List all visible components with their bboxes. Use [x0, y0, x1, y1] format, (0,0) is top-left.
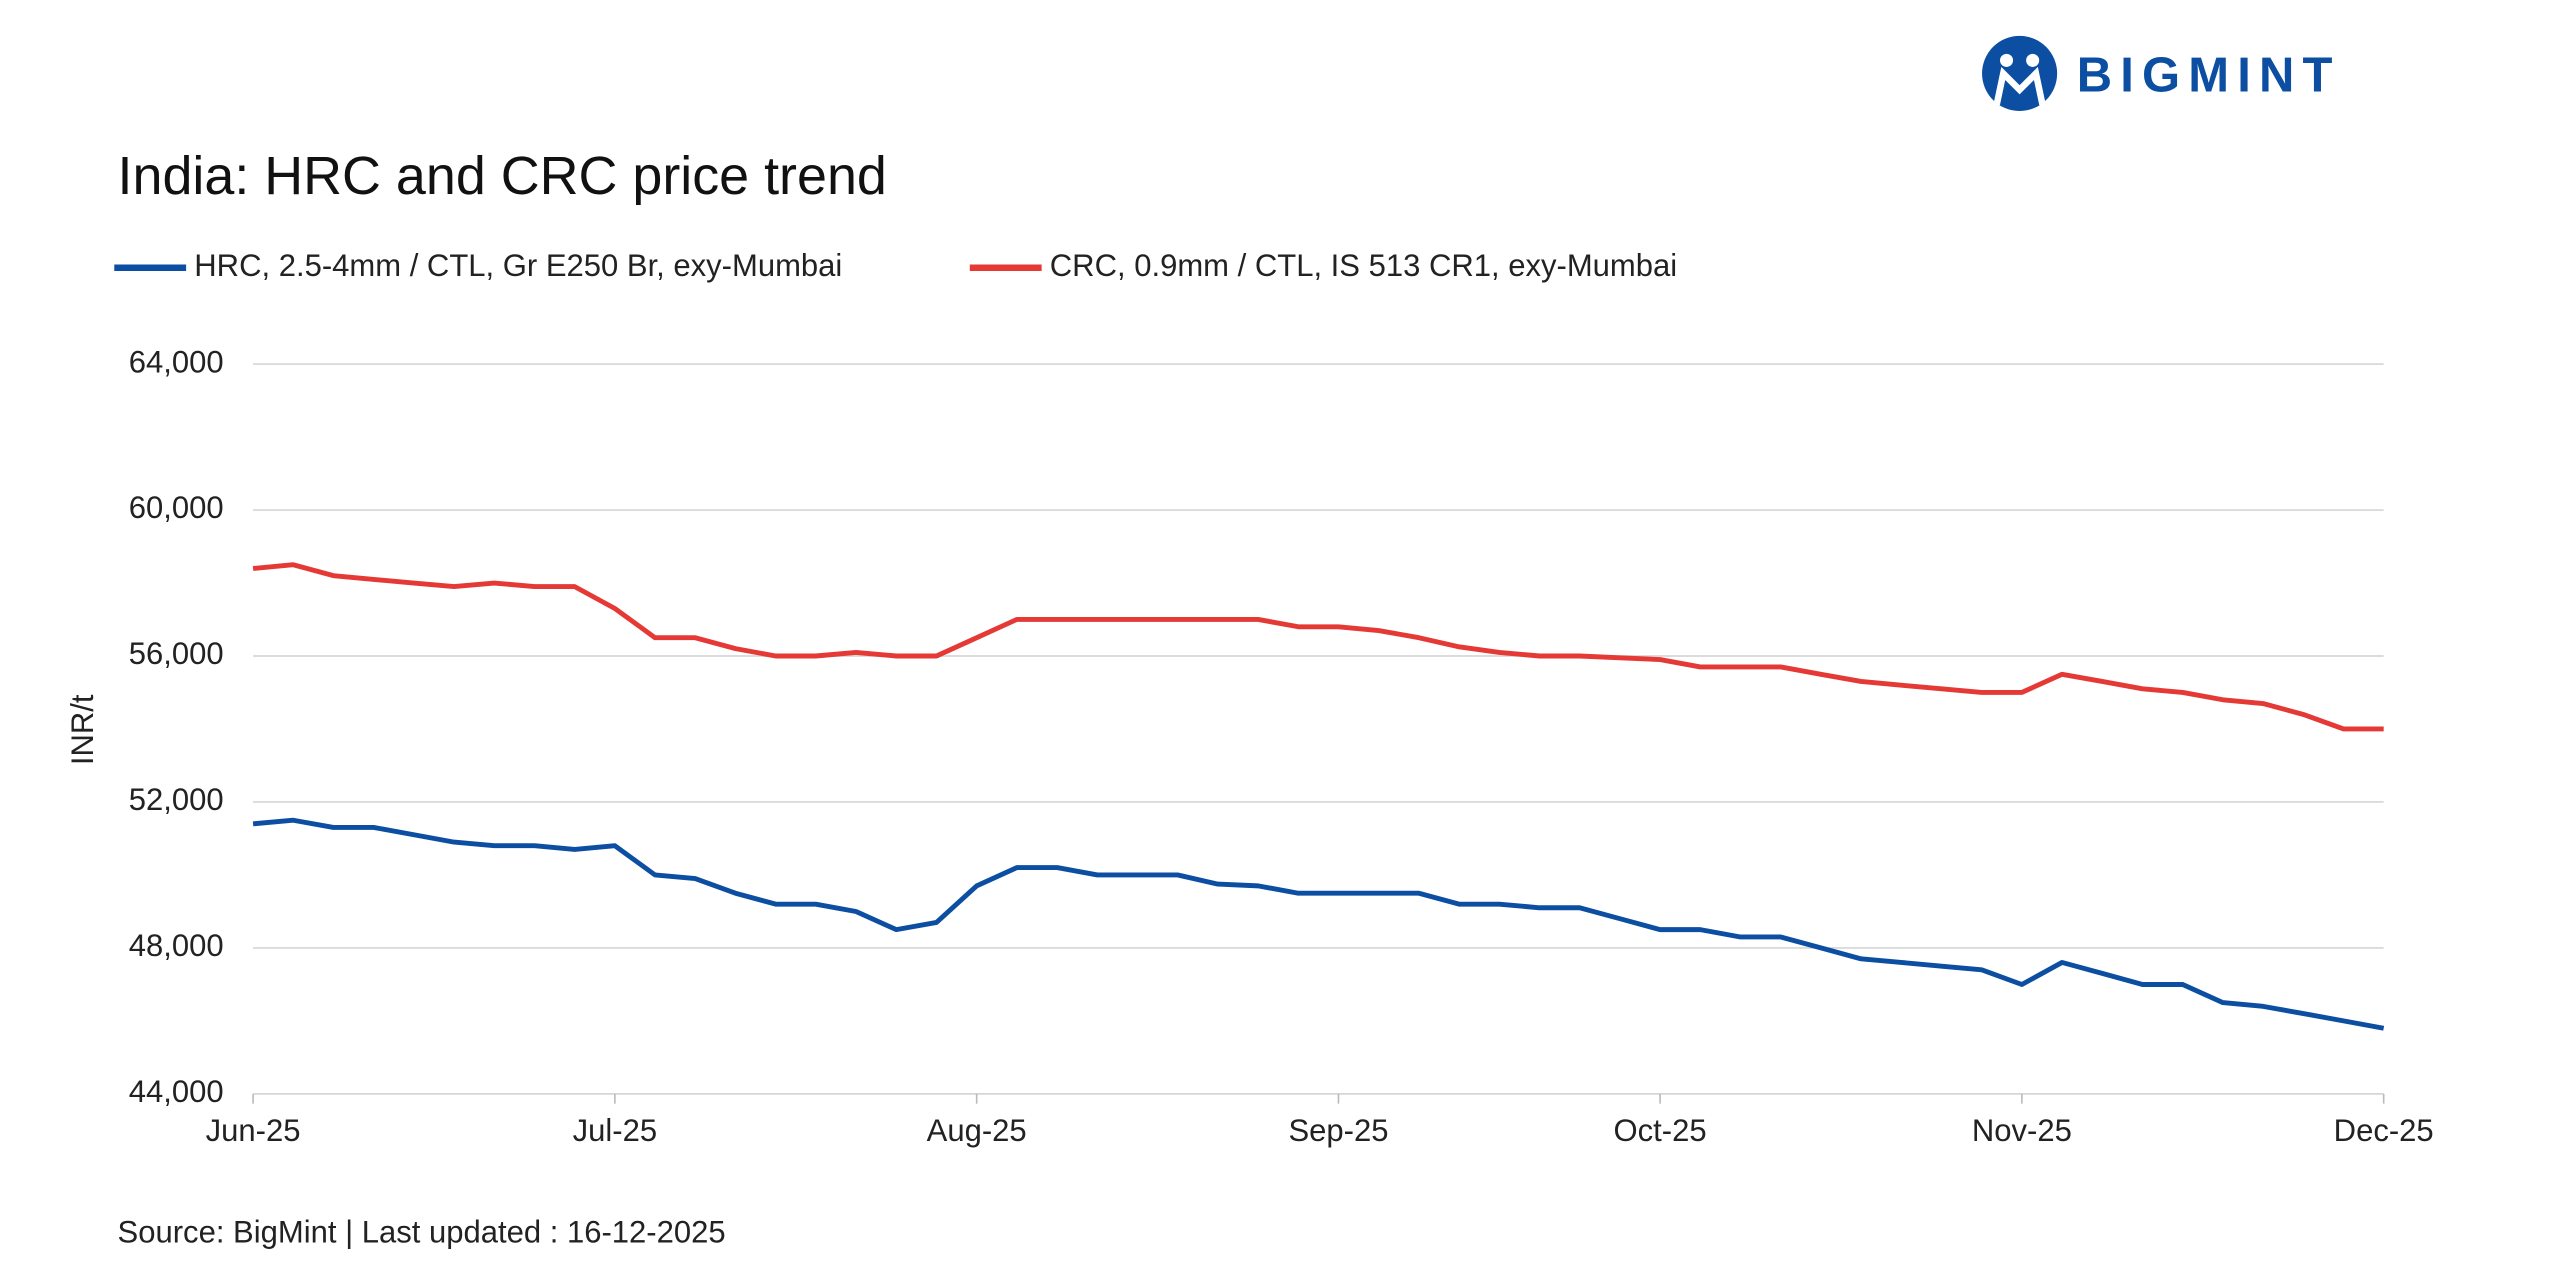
legend-label: HRC, 2.5-4mm / CTL, Gr E250 Br, exy-Mumb… — [194, 248, 842, 283]
y-tick-label: 56,000 — [129, 636, 224, 671]
y-tick-label: 60,000 — [129, 490, 224, 525]
y-tick-label: 52,000 — [129, 782, 224, 817]
legend-label: CRC, 0.9mm / CTL, IS 513 CR1, exy-Mumbai — [1050, 248, 1677, 283]
y-tick-label: 64,000 — [129, 344, 224, 379]
y-axis-label: INR/t — [65, 694, 100, 765]
x-tick-label: Oct-25 — [1614, 1113, 1707, 1148]
x-tick-label: Aug-25 — [927, 1113, 1027, 1148]
x-tick-label: Nov-25 — [1972, 1113, 2072, 1148]
logo-icon — [1982, 35, 2058, 112]
x-tick-label: Sep-25 — [1288, 1113, 1388, 1148]
series-line — [252, 817, 2385, 1031]
x-tick-label: Jun-25 — [206, 1113, 301, 1148]
x-tick-label: Dec-25 — [2334, 1113, 2434, 1148]
y-tick-label: 44,000 — [129, 1074, 224, 1109]
logo-text: BIGMINT — [2077, 48, 2341, 102]
x-tick-label: Jul-25 — [573, 1113, 657, 1148]
source: Source: BigMint | Last updated : 16-12-2… — [118, 1214, 726, 1249]
series-line — [252, 562, 2384, 732]
chart-title: India: HRC and CRC price trend — [118, 146, 887, 206]
y-tick-label: 48,000 — [129, 928, 224, 963]
